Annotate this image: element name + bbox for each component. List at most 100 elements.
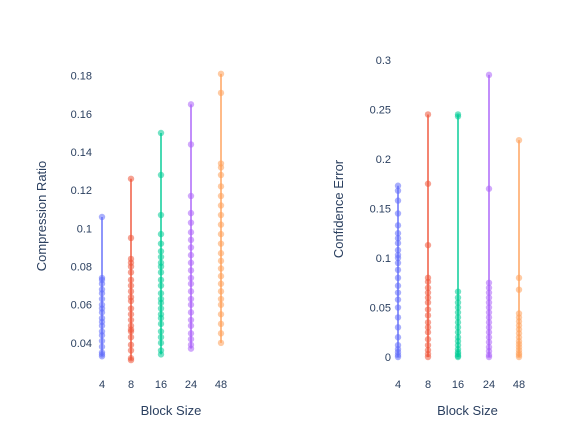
x-tick-label: 4 — [395, 379, 401, 391]
data-point — [394, 289, 402, 296]
data-point — [157, 259, 165, 266]
data-point — [217, 320, 225, 328]
data-point — [187, 322, 195, 329]
data-point — [157, 248, 165, 255]
x-tick-label: 16 — [155, 379, 167, 391]
y-tick-label: 0.25 — [370, 104, 391, 116]
data-point — [217, 311, 225, 318]
data-point — [485, 185, 493, 192]
data-point — [187, 274, 195, 282]
y-axis-title: Compression Ratio — [34, 161, 49, 272]
data-point — [217, 211, 225, 219]
y-tick-label: 0.2 — [376, 154, 391, 166]
data-point — [157, 290, 165, 297]
data-point — [485, 329, 493, 336]
x-axis-title: Block Size — [141, 403, 202, 418]
data-point — [187, 219, 195, 226]
data-point — [157, 240, 165, 247]
data-point — [394, 304, 402, 311]
data-point — [127, 282, 135, 289]
data-point — [187, 251, 195, 259]
data-point — [454, 334, 462, 341]
data-point — [98, 274, 106, 282]
data-point — [217, 70, 225, 78]
data-point — [454, 309, 462, 316]
data-point — [187, 341, 195, 349]
data-point — [394, 251, 402, 259]
data-point — [424, 312, 432, 319]
data-point — [127, 234, 135, 242]
data-point — [424, 289, 432, 296]
data-point — [157, 129, 165, 137]
y-tick-label: 0.14 — [71, 147, 92, 159]
x-tick-label: 24 — [185, 379, 197, 391]
data-point — [424, 180, 432, 187]
data-point — [515, 136, 523, 144]
data-point — [127, 288, 135, 295]
data-point — [485, 289, 493, 296]
data-point — [424, 336, 432, 343]
data-point — [515, 286, 523, 293]
data-point — [98, 286, 106, 293]
y-tick-label: 0 — [385, 352, 391, 364]
data-point — [157, 282, 165, 289]
data-point — [217, 240, 225, 247]
data-point — [424, 324, 432, 331]
data-point — [187, 101, 195, 108]
data-point — [424, 284, 432, 291]
data-point — [127, 311, 135, 318]
data-point — [394, 274, 402, 282]
data-point — [157, 295, 165, 303]
x-tick-label: 8 — [128, 379, 134, 391]
data-point — [217, 183, 225, 190]
data-point — [157, 320, 165, 328]
data-point — [217, 171, 225, 179]
data-point — [217, 257, 225, 265]
y-tick-label: 0.05 — [370, 303, 391, 315]
data-point — [187, 259, 195, 266]
data-point — [424, 341, 432, 349]
data-point — [127, 305, 135, 312]
data-point — [157, 253, 165, 261]
data-point — [157, 276, 165, 284]
data-point — [187, 280, 195, 287]
data-point — [454, 329, 462, 336]
data-point — [454, 314, 462, 321]
x-tick-label: 48 — [513, 379, 525, 391]
data-point — [394, 341, 402, 349]
y-tick-label: 0.15 — [370, 204, 391, 216]
data-point — [485, 324, 493, 331]
data-point — [394, 296, 402, 303]
data-point — [217, 280, 225, 287]
data-point — [485, 279, 493, 286]
data-point — [485, 338, 493, 346]
data-point — [187, 244, 195, 251]
data-point — [394, 187, 402, 194]
data-point — [217, 160, 225, 167]
x-tick-label: 4 — [99, 379, 105, 391]
data-point — [127, 316, 135, 324]
data-point — [394, 182, 402, 189]
data-point — [157, 333, 165, 341]
data-point — [157, 328, 165, 335]
data-point — [454, 299, 462, 306]
data-point — [454, 319, 462, 326]
data-point — [98, 314, 106, 322]
data-point — [127, 341, 135, 349]
data-point — [394, 197, 402, 204]
data-point — [157, 211, 165, 219]
data-point — [394, 210, 402, 217]
data-point — [485, 284, 493, 291]
data-point — [187, 192, 195, 200]
data-point — [127, 347, 135, 354]
data-point — [424, 306, 432, 313]
data-point — [187, 141, 195, 148]
x-tick-label: 8 — [425, 379, 431, 391]
data-point — [187, 330, 195, 337]
data-point — [127, 333, 135, 341]
data-point — [98, 349, 106, 356]
y-tick-label: 0.1 — [77, 223, 92, 235]
data-point — [157, 339, 165, 347]
data-point — [98, 343, 106, 350]
data-point — [127, 354, 135, 362]
